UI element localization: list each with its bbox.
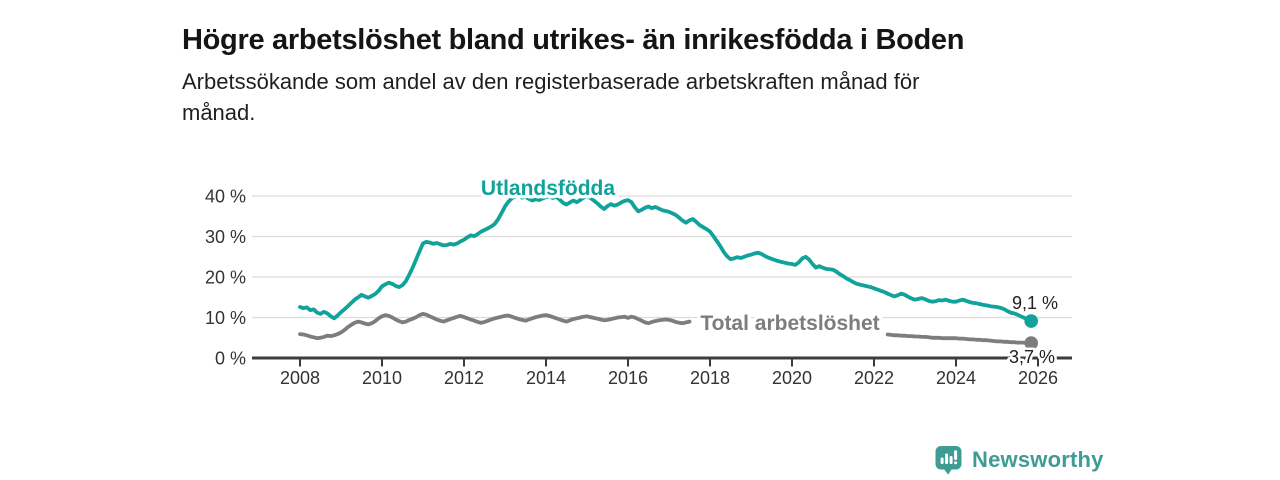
y-tick-label: 40 % [205, 187, 246, 207]
x-tick-label: 2022 [854, 368, 894, 388]
newsworthy-logo-icon [935, 446, 962, 475]
y-tick-label: 30 % [205, 227, 246, 247]
series-label-total-arbetsloshet: Total arbetslöshet [700, 312, 879, 335]
x-tick-label: 2026 [1018, 368, 1058, 388]
chart-plot-layer: 0 % 10 % 20 % 30 % 40 % 2008 2010 2012 2014 2016 2… [205, 187, 1072, 388]
x-tick-label: 2014 [526, 368, 566, 388]
x-tick-label: 2024 [936, 368, 976, 388]
x-tick-label: 2020 [772, 368, 812, 388]
series-line-utlandsfodda [298, 193, 1034, 323]
series-end-dot-total [1024, 336, 1038, 350]
x-tick-label: 2018 [690, 368, 730, 388]
newsworthy-brand-text: Newsworthy [972, 447, 1104, 472]
subtitle-line-1: Arbetssökande som andel av den registerb… [182, 69, 920, 94]
y-tick-label: 0 % [215, 349, 246, 369]
end-value-label-total: 3,7 % [1009, 347, 1055, 367]
end-value-label-utlandsfodda: 9,1 % [1012, 293, 1058, 313]
chart-label-layer: Utlandsfödda Total arbetslöshet 9,1 % 3,… [477, 174, 1060, 370]
chart-subtitle: Arbetssökande som andel av den registerb… [182, 66, 1082, 128]
series-line-total [298, 312, 1034, 345]
subtitle-line-2: månad. [182, 100, 256, 125]
series-end-dot-utlandsfodda [1024, 314, 1038, 328]
x-tick-label: 2010 [362, 368, 402, 388]
x-tick-label: 2008 [280, 368, 320, 388]
series-label-utlandsfodda: Utlandsfödda [481, 177, 615, 200]
x-tick-label: 2012 [444, 368, 484, 388]
y-tick-label: 20 % [205, 268, 246, 288]
newsworthy-attribution: Newsworthy [935, 445, 1104, 475]
x-tick-label: 2016 [608, 368, 648, 388]
y-tick-label: 10 % [205, 308, 246, 328]
page-title: Högre arbetslöshet bland utrikes- än inr… [182, 24, 965, 57]
